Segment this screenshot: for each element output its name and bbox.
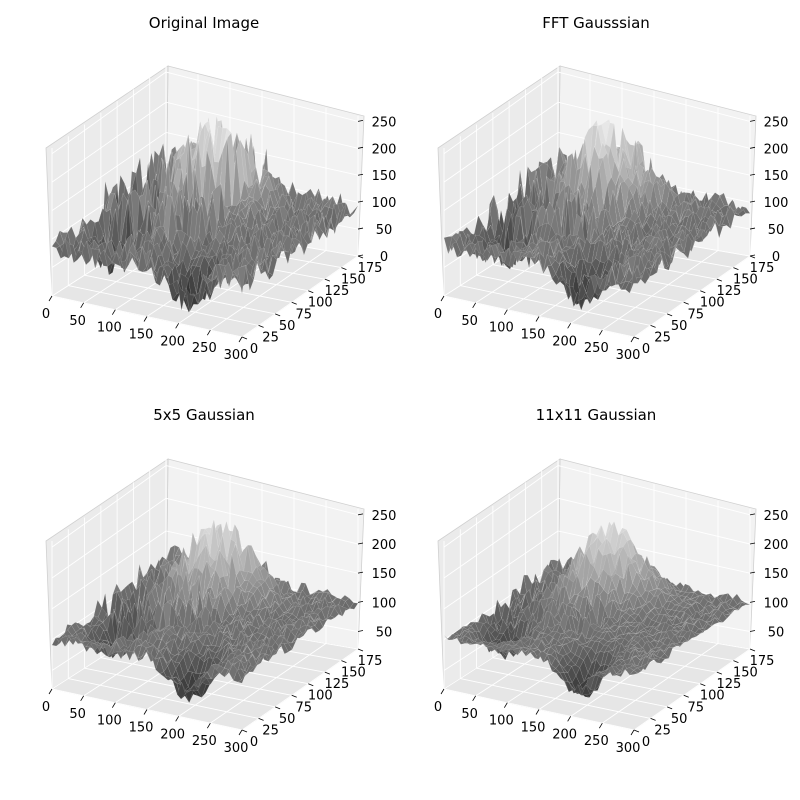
y-tick-label: 150 — [733, 273, 758, 288]
x-tick-label: 200 — [552, 727, 577, 742]
x-tick-label: 50 — [69, 314, 86, 329]
y-tick-label: 150 — [733, 666, 758, 681]
x-tick-label: 50 — [461, 707, 478, 722]
tick-labels: 0 50 100 150 200 250 300 0255075100125150175501… — [42, 509, 397, 756]
x-tick-label: 200 — [160, 334, 185, 349]
y-tick-label: 100 — [700, 689, 725, 704]
z-tick-label: 0 — [380, 250, 388, 265]
subplot-fft-gaussian: 0 50 100 150 200 250 300 0255075100125150175050… — [434, 14, 789, 363]
tick-labels: 0 50 100 150 200 250 300 0255075100125150175501… — [434, 509, 789, 756]
tick-labels: 0 50 100 150 200 250 300 0255075100125150175050… — [434, 115, 789, 363]
x-tick-label: 250 — [584, 734, 609, 749]
y-tick-label: 175 — [750, 654, 775, 669]
y-tick-label: 25 — [654, 330, 671, 345]
x-tick-label: 50 — [461, 314, 478, 329]
y-tick-label: 0 — [250, 342, 258, 357]
tick-labels: 0 50 100 150 200 250 300 0255075100125150175050… — [42, 115, 397, 363]
y-tick-label: 100 — [700, 296, 725, 311]
y-tick-label: 75 — [295, 307, 312, 322]
y-tick-label: 25 — [262, 330, 279, 345]
subplot-title: Original Image — [149, 14, 259, 32]
z-tick-label: 50 — [376, 223, 393, 238]
z-tick-label: 250 — [764, 115, 789, 130]
y-tick-label: 50 — [279, 712, 296, 727]
z-tick-label: 200 — [764, 538, 789, 553]
y-tick-label: 50 — [671, 712, 688, 727]
z-tick-label: 50 — [376, 626, 393, 641]
y-tick-label: 50 — [279, 319, 296, 334]
y-tick-label: 100 — [308, 296, 333, 311]
x-tick-label: 300 — [616, 741, 641, 756]
z-tick-label: 100 — [372, 196, 397, 211]
x-tick-label: 100 — [489, 714, 514, 729]
x-tick-label: 250 — [192, 341, 217, 356]
y-tick-label: 125 — [716, 677, 741, 692]
y-tick-label: 125 — [324, 677, 349, 692]
z-tick-label: 200 — [764, 142, 789, 157]
x-tick-label: 150 — [129, 721, 154, 736]
y-tick-label: 75 — [295, 700, 312, 715]
z-tick-label: 150 — [764, 169, 789, 184]
z-tick-label: 50 — [768, 626, 785, 641]
x-tick-label: 0 — [434, 700, 442, 715]
y-tick-label: 150 — [341, 666, 366, 681]
y-tick-label: 25 — [262, 723, 279, 738]
subplot-title: FFT Gausssian — [542, 14, 650, 32]
z-tick-label: 150 — [372, 169, 397, 184]
x-tick-label: 150 — [521, 721, 546, 736]
z-tick-label: 0 — [772, 250, 780, 265]
z-tick-label: 250 — [372, 509, 397, 524]
y-tick-label: 100 — [308, 689, 333, 704]
x-tick-label: 250 — [192, 734, 217, 749]
z-tick-label: 50 — [768, 223, 785, 238]
x-tick-label: 150 — [521, 328, 546, 343]
y-tick-label: 125 — [716, 284, 741, 299]
x-tick-label: 300 — [224, 741, 249, 756]
z-tick-label: 100 — [764, 196, 789, 211]
y-tick-label: 50 — [671, 319, 688, 334]
y-tick-label: 175 — [358, 261, 383, 276]
y-tick-label: 0 — [642, 342, 650, 357]
surface — [51, 115, 359, 313]
x-tick-label: 0 — [42, 307, 50, 322]
x-tick-label: 50 — [69, 707, 86, 722]
y-tick-label: 0 — [250, 735, 258, 750]
y-tick-label: 175 — [358, 654, 383, 669]
z-tick-label: 250 — [764, 509, 789, 524]
x-tick-label: 100 — [97, 714, 122, 729]
x-tick-label: 250 — [584, 341, 609, 356]
subplot-title: 5x5 Gaussian — [153, 406, 255, 424]
x-tick-label: 150 — [129, 328, 154, 343]
x-tick-label: 100 — [489, 321, 514, 336]
y-tick-label: 25 — [654, 723, 671, 738]
subplot-title: 11x11 Gaussian — [536, 406, 657, 424]
y-tick-label: 150 — [341, 273, 366, 288]
z-tick-label: 100 — [372, 596, 397, 611]
x-tick-label: 300 — [616, 348, 641, 363]
z-tick-label: 250 — [372, 115, 397, 130]
x-tick-label: 0 — [42, 700, 50, 715]
subplot-5x5-gaussian: 0 50 100 150 200 250 300 0255075100125150175501… — [42, 406, 397, 756]
z-tick-label: 200 — [372, 538, 397, 553]
z-tick-label: 100 — [764, 596, 789, 611]
z-tick-label: 150 — [372, 567, 397, 582]
surface — [51, 519, 359, 704]
x-tick-label: 100 — [97, 321, 122, 336]
subplot-11x11-gaussian: 0 50 100 150 200 250 300 0255075100125150175501… — [434, 406, 789, 756]
surface — [443, 520, 751, 698]
y-tick-label: 75 — [687, 307, 704, 322]
y-tick-label: 125 — [324, 284, 349, 299]
z-tick-label: 200 — [372, 142, 397, 157]
z-tick-label: 150 — [764, 567, 789, 582]
y-tick-label: 175 — [750, 261, 775, 276]
x-tick-label: 200 — [160, 727, 185, 742]
y-tick-label: 75 — [687, 700, 704, 715]
x-tick-label: 0 — [434, 307, 442, 322]
x-tick-label: 200 — [552, 334, 577, 349]
surface — [443, 119, 751, 311]
y-tick-label: 0 — [642, 735, 650, 750]
subplot-original-image: 0 50 100 150 200 250 300 0255075100125150175050… — [42, 14, 397, 363]
x-tick-label: 300 — [224, 348, 249, 363]
